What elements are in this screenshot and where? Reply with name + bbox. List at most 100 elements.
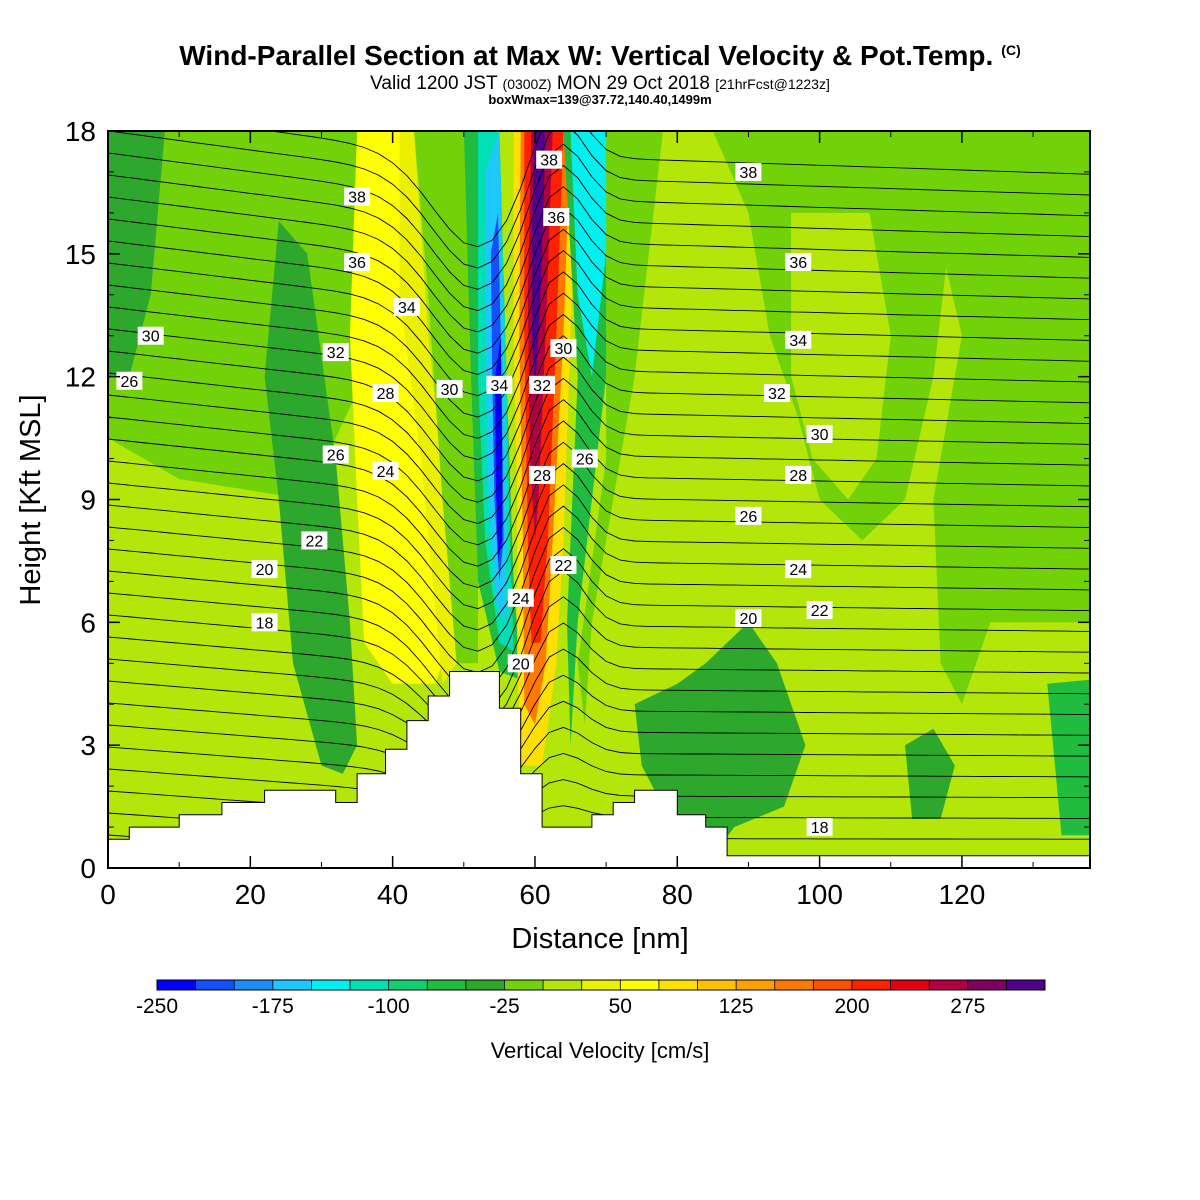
theta-contour-line	[108, 313, 1090, 461]
theta-label-box	[116, 371, 143, 390]
velocity-field	[108, 131, 1090, 868]
theta-label-box	[507, 654, 534, 673]
theta-label-box	[372, 384, 399, 403]
theta-label-box	[550, 556, 577, 575]
theta-label-box	[344, 253, 371, 272]
field-right-far	[890, 131, 1090, 705]
colorbar-swatch	[852, 980, 892, 990]
x-tick-label: 40	[377, 879, 408, 910]
theta-label-box	[536, 150, 563, 169]
theta-label-text: 18	[256, 615, 274, 632]
field-far-right-low	[1047, 679, 1090, 836]
colorbar-swatch	[350, 980, 390, 990]
theta-label-text: 20	[256, 562, 274, 579]
theta-label-text: 36	[348, 255, 366, 272]
colorbar-swatch	[929, 980, 969, 990]
theta-contour-line	[108, 441, 1090, 588]
theta-contour-line	[108, 570, 1090, 715]
theta-contour-label: 36	[543, 207, 570, 227]
theta-contour-line	[108, 228, 1090, 375]
theta-contour-label: 38	[536, 150, 563, 170]
theta-contour-label: 32	[322, 343, 349, 362]
chart-title: Wind-Parallel Section at Max W: Vertical…	[0, 40, 1200, 72]
colorbar-swatch	[388, 980, 428, 990]
theta-contour-line	[108, 724, 1090, 796]
field-updraft-1	[349, 131, 450, 684]
theta-label-box	[322, 445, 349, 464]
theta-label-box	[322, 343, 349, 362]
colorbar-tick-label: -175	[252, 995, 294, 1018]
colorbar-swatch	[1006, 980, 1046, 990]
theta-contour-label: 30	[550, 339, 577, 358]
theta-contour-line	[108, 700, 1090, 783]
theta-contour-label: 34	[785, 330, 812, 350]
theta-label-text: 38	[348, 190, 366, 207]
theta-contour-label: 32	[529, 375, 556, 395]
x-tick-label: 0	[100, 879, 116, 910]
theta-label-text: 28	[533, 468, 551, 485]
theta-label-text: 38	[540, 153, 558, 170]
theta-label-box	[529, 375, 556, 394]
colorbar-swatch	[967, 980, 1007, 990]
theta-label-box	[735, 609, 762, 628]
theta-contour-label: 34	[486, 375, 513, 395]
theta-label-box	[806, 818, 833, 837]
theta-label-text: 30	[142, 329, 160, 346]
theta-label-box	[785, 560, 812, 579]
theta-contour-label: 36	[785, 253, 812, 272]
theta-contour-line	[108, 335, 1090, 482]
theta-contour-line	[108, 622, 1090, 742]
colorbar-swatch	[620, 980, 660, 990]
colorbar-swatch	[543, 980, 583, 990]
theta-label-box	[301, 531, 328, 550]
y-tick-label: 18	[65, 116, 96, 147]
theta-contour-label: 28	[785, 465, 812, 485]
colorbar-tick-label: -250	[136, 995, 178, 1018]
theta-contour-label: 18	[251, 613, 278, 632]
colorbar-tick-label: 125	[719, 995, 754, 1018]
theta-label-text: 34	[398, 300, 416, 317]
contour-labels: 38 36 34 30 32 26 28 30 34 32 26 24 28 26 22 20 22 24 18 20…	[116, 150, 833, 837]
colorbar-swatch	[504, 980, 544, 990]
theta-label-text: 28	[789, 468, 807, 485]
theta-contour-line	[108, 768, 1090, 823]
theta-label-box	[785, 253, 812, 272]
theta-contour-label: 28	[529, 465, 556, 485]
colorbar-tick-label: -25	[489, 995, 519, 1018]
valid-time: Valid 1200 JST	[370, 73, 498, 94]
y-tick-label: 6	[80, 607, 96, 638]
theta-contour-line	[108, 463, 1090, 610]
theta-contour-label: 22	[301, 531, 328, 550]
theta-contour-label: 26	[735, 506, 762, 526]
theta-label-box	[436, 379, 463, 398]
terrain-profile	[107, 671, 1091, 869]
theta-contour-line	[108, 131, 1090, 269]
x-axis-label: Distance [nm]	[511, 923, 688, 955]
theta-contour-label: 20	[735, 609, 762, 628]
theta-label-text: 28	[377, 386, 395, 403]
copyright-mark: (C)	[1001, 41, 1021, 58]
theta-contour-line	[108, 420, 1090, 567]
theta-label-text: 36	[789, 255, 807, 272]
theta-label-box	[785, 465, 812, 484]
theta-label-box	[806, 424, 833, 443]
theta-label-text: 38	[740, 165, 758, 182]
theta-label-box	[393, 298, 420, 317]
theta-label-text: 20	[512, 656, 530, 673]
theta-label-text: 30	[811, 427, 829, 444]
theta-contour-line	[108, 377, 1090, 524]
theta-label-text: 26	[327, 447, 345, 464]
theta-label-text: 26	[740, 509, 758, 526]
chart-title-text: Wind-Parallel Section at Max W: Vertical…	[179, 40, 994, 71]
theta-label-box	[251, 560, 278, 579]
terrain-mask	[107, 671, 1091, 869]
colorbar-label: Vertical Velocity [cm/s]	[491, 1038, 710, 1063]
theta-contour-label: 24	[785, 560, 812, 579]
colorbar-swatch	[427, 980, 467, 990]
colorbar-swatch	[890, 980, 930, 990]
theta-label-box	[344, 187, 371, 206]
y-axis-label: Height [Kft MSL]	[15, 394, 47, 605]
theta-contour-line	[108, 143, 1090, 290]
theta-label-box	[806, 601, 833, 620]
theta-contour-line	[108, 484, 1090, 631]
